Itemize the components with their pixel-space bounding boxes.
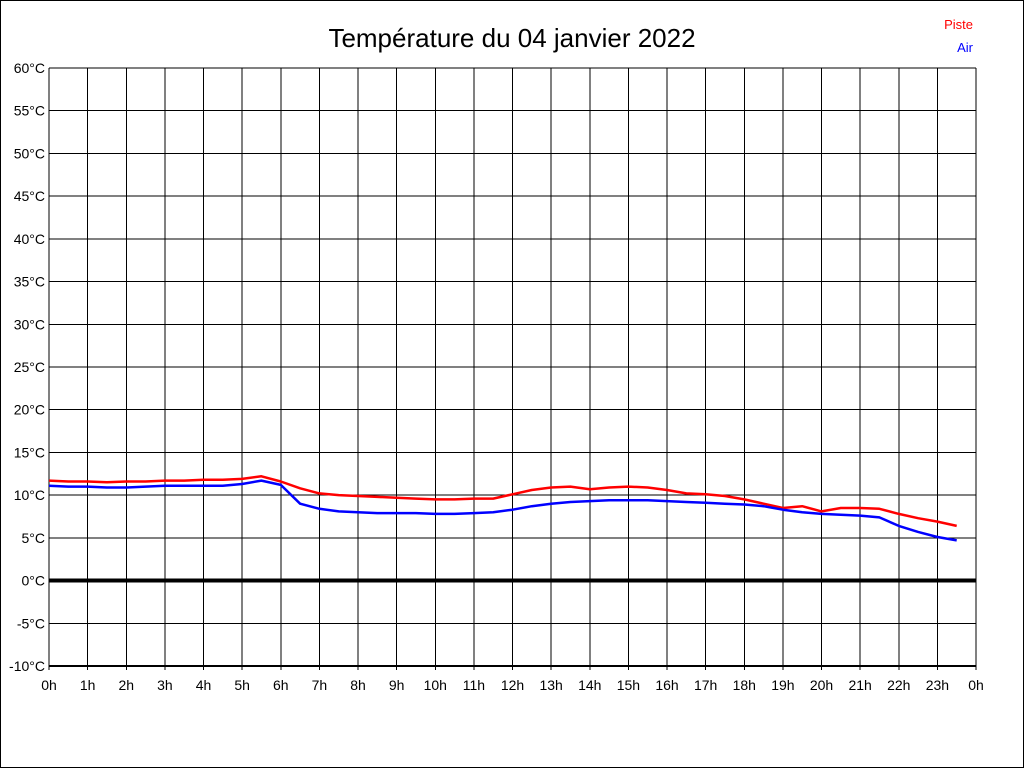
x-axis-tick-label: 21h [848,677,871,693]
legend: Piste Air [944,13,973,59]
y-axis-tick-label: 55°C [14,103,45,119]
y-axis-tick-label: 45°C [14,188,45,204]
x-axis-tick-label: 7h [312,677,328,693]
x-axis-tick-label: 17h [694,677,717,693]
x-axis-tick-label: 6h [273,677,289,693]
y-axis-tick-label: -10°C [9,658,45,674]
x-axis-tick-label: 1h [80,677,96,693]
y-axis-tick-label: 20°C [14,402,45,418]
x-axis-tick-label: 8h [350,677,366,693]
x-axis-tick-label: 0h [41,677,57,693]
x-axis-tick-label: 23h [926,677,949,693]
y-axis-tick-label: 60°C [14,60,45,76]
x-axis-tick-label: 2h [118,677,134,693]
series-line-piste [48,475,957,528]
legend-item-air: Air [957,40,973,55]
x-axis-tick-label: 3h [157,677,173,693]
x-axis-tick-label: 22h [887,677,910,693]
y-axis-tick-label: -5°C [17,615,45,631]
x-axis-tick-label: 12h [501,677,524,693]
y-axis-tick-label: 0°C [22,573,46,589]
series-line-air [48,479,957,542]
y-axis-tick-label: 5°C [22,530,46,546]
x-axis-tick-label: 0h [968,677,984,693]
y-axis-tick-label: 35°C [14,274,45,290]
x-axis-tick-label: 5h [234,677,250,693]
x-axis-tick-label: 13h [539,677,562,693]
y-axis-tick-label: 50°C [14,145,45,161]
x-axis-tick-label: 15h [617,677,640,693]
y-axis-tick-label: 15°C [14,444,45,460]
x-axis-tick-label: 19h [771,677,794,693]
x-axis-tick-label: 10h [424,677,447,693]
x-axis-tick-label: 11h [463,677,485,693]
y-axis-tick-label: 25°C [14,359,45,375]
x-axis-tick-label: 4h [196,677,212,693]
y-axis-tick-label: 40°C [14,231,45,247]
x-axis-tick-label: 14h [578,677,601,693]
y-axis-tick-label: 30°C [14,316,45,332]
x-axis-tick-label: 16h [655,677,678,693]
x-axis-tick-label: 20h [810,677,833,693]
chart-title: Température du 04 janvier 2022 [328,23,696,53]
x-axis-tick-label: 9h [389,677,405,693]
legend-item-piste: Piste [944,17,973,32]
x-axis-tick-label: 18h [733,677,756,693]
y-axis-tick-label: 10°C [14,487,45,503]
